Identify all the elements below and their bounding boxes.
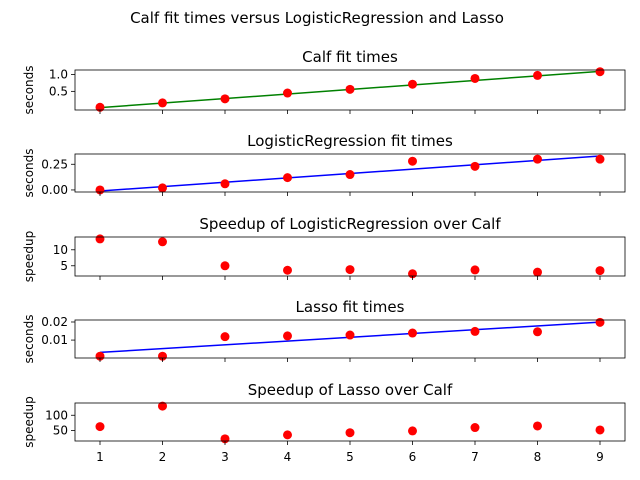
data-point bbox=[95, 351, 105, 361]
x-tick-label: 7 bbox=[471, 450, 479, 464]
data-point bbox=[533, 421, 542, 431]
data-point bbox=[345, 84, 355, 94]
data-point bbox=[283, 331, 292, 341]
y-tick-label: 50 bbox=[53, 424, 68, 438]
data-point bbox=[470, 326, 480, 336]
data-point bbox=[283, 88, 292, 98]
subplot-2: LogisticRegression fit times seconds 0.00 0… bbox=[22, 132, 626, 198]
x-tick-label: 1 bbox=[96, 450, 104, 464]
data-point bbox=[408, 328, 417, 338]
data-point bbox=[470, 161, 480, 171]
data-point bbox=[220, 94, 230, 104]
figure-suptitle: Calf fit times versus LogisticRegression… bbox=[130, 9, 504, 27]
data-point bbox=[283, 430, 292, 440]
data-point bbox=[345, 170, 355, 180]
x-tick-label: 5 bbox=[346, 450, 354, 464]
data-point bbox=[533, 267, 542, 277]
subplot-1: Calf fit times seconds 0.5 1.0 bbox=[22, 48, 626, 115]
subplot-4: Lasso fit times seconds 0.01 0.02 bbox=[22, 298, 626, 364]
data-point bbox=[95, 422, 105, 432]
y-axis-label: speedup bbox=[22, 231, 36, 282]
data-point bbox=[533, 70, 542, 80]
data-point bbox=[595, 67, 605, 77]
data-point bbox=[158, 351, 167, 361]
data-point bbox=[220, 332, 230, 342]
data-point bbox=[595, 266, 605, 276]
y-axis-label: seconds bbox=[22, 65, 36, 114]
data-point bbox=[595, 425, 605, 435]
data-point bbox=[158, 98, 167, 108]
data-point bbox=[345, 428, 355, 438]
y-axis-label: seconds bbox=[22, 314, 36, 363]
data-point bbox=[283, 265, 292, 275]
data-point bbox=[408, 79, 417, 89]
subplots: Calf fit times seconds 0.5 1.0 LogisticRegre… bbox=[22, 48, 626, 464]
y-tick-label: 10 bbox=[53, 243, 68, 257]
subplot-title: LogisticRegression fit times bbox=[247, 132, 453, 150]
data-point bbox=[470, 265, 480, 275]
subplot-title: Calf fit times bbox=[302, 48, 398, 66]
data-point bbox=[158, 401, 167, 411]
x-tick-label: 6 bbox=[409, 450, 417, 464]
data-point bbox=[470, 73, 480, 83]
subplot-title: Lasso fit times bbox=[296, 298, 405, 316]
x-tick-label: 4 bbox=[284, 450, 292, 464]
y-tick-label: 1.0 bbox=[49, 67, 68, 81]
data-point bbox=[345, 330, 355, 340]
data-point bbox=[220, 179, 230, 189]
data-point bbox=[220, 261, 230, 271]
data-point bbox=[158, 183, 167, 193]
data-point bbox=[95, 102, 105, 112]
data-point bbox=[345, 265, 355, 275]
data-point bbox=[283, 173, 292, 183]
x-tick-label: 8 bbox=[534, 450, 542, 464]
y-tick-label: 100 bbox=[45, 408, 68, 422]
y-axis-label: speedup bbox=[22, 396, 36, 447]
data-point bbox=[95, 234, 105, 244]
data-point bbox=[533, 327, 542, 337]
y-tick-label: 5 bbox=[60, 259, 68, 273]
x-tick-label: 9 bbox=[596, 450, 604, 464]
subplot-title: Speedup of LogisticRegression over Calf bbox=[199, 215, 501, 233]
y-tick-label: 0.5 bbox=[49, 84, 68, 98]
x-tick-label: 2 bbox=[159, 450, 167, 464]
y-axis-label: seconds bbox=[22, 148, 36, 197]
data-point bbox=[408, 156, 417, 166]
x-tick-label: 3 bbox=[221, 450, 229, 464]
y-tick-label: 0.02 bbox=[41, 315, 68, 329]
data-point bbox=[408, 426, 417, 436]
y-tick-label: 0.25 bbox=[41, 157, 68, 171]
y-tick-label: 0.00 bbox=[41, 183, 68, 197]
y-tick-label: 0.01 bbox=[41, 333, 68, 347]
data-point bbox=[158, 237, 167, 247]
data-point bbox=[595, 154, 605, 164]
data-point bbox=[595, 317, 605, 327]
subplot-5: Speedup of Lasso over Calf speedup 50 100 1 2… bbox=[22, 381, 626, 464]
data-point bbox=[533, 154, 542, 164]
subplot-3: Speedup of LogisticRegression over Calf s… bbox=[22, 215, 626, 282]
subplot-title: Speedup of Lasso over Calf bbox=[248, 381, 453, 399]
data-point bbox=[470, 423, 480, 433]
